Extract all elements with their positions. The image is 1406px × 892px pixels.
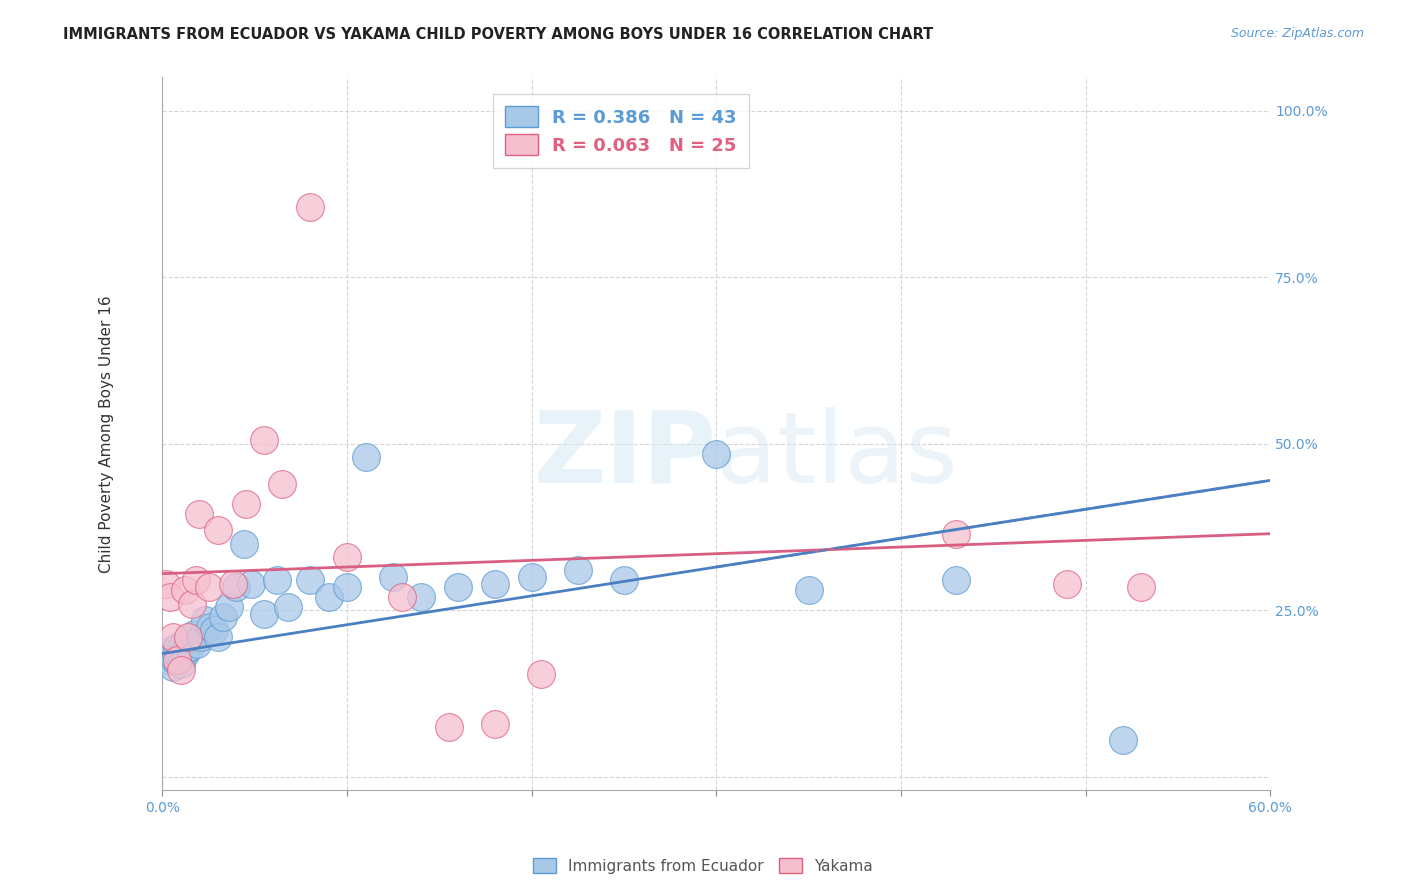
Text: ZIP: ZIP	[533, 407, 716, 504]
Point	[166, 640, 188, 654]
Point	[253, 607, 276, 621]
Point	[166, 653, 188, 667]
Text: atlas: atlas	[716, 407, 957, 504]
Point	[200, 620, 222, 634]
Point	[484, 576, 506, 591]
Point	[1111, 733, 1133, 747]
Point	[336, 549, 359, 564]
Point	[176, 643, 198, 657]
Point	[194, 613, 217, 627]
Point	[155, 653, 177, 667]
Point	[155, 576, 177, 591]
Point	[266, 574, 288, 588]
Point	[170, 663, 193, 677]
Point	[202, 624, 225, 638]
Point	[212, 610, 235, 624]
Point	[183, 626, 205, 640]
Point	[181, 597, 204, 611]
Point	[173, 647, 195, 661]
Point	[184, 574, 207, 588]
Legend: Immigrants from Ecuador, Yakama: Immigrants from Ecuador, Yakama	[527, 852, 879, 880]
Point	[177, 633, 200, 648]
Point	[354, 450, 377, 464]
Point	[437, 720, 460, 734]
Point	[447, 580, 470, 594]
Point	[318, 590, 340, 604]
Point	[221, 576, 243, 591]
Point	[253, 434, 276, 448]
Point	[177, 630, 200, 644]
Point	[218, 599, 240, 614]
Point	[299, 200, 322, 214]
Point	[159, 647, 181, 661]
Legend: R = 0.386   N = 43, R = 0.063   N = 25: R = 0.386 N = 43, R = 0.063 N = 25	[492, 94, 749, 168]
Point	[409, 590, 432, 604]
Point	[391, 590, 413, 604]
Point	[945, 526, 967, 541]
Point	[160, 643, 183, 657]
Point	[225, 580, 247, 594]
Point	[797, 583, 820, 598]
Point	[162, 660, 184, 674]
Point	[484, 716, 506, 731]
Y-axis label: Child Poverty Among Boys Under 16: Child Poverty Among Boys Under 16	[100, 295, 114, 573]
Point	[179, 640, 201, 654]
Point	[197, 580, 219, 594]
Point	[613, 574, 636, 588]
Point	[172, 637, 194, 651]
Point	[207, 524, 229, 538]
Point	[382, 570, 405, 584]
Point	[190, 630, 212, 644]
Point	[232, 537, 254, 551]
Point	[1056, 576, 1078, 591]
Point	[336, 580, 359, 594]
Point	[235, 497, 257, 511]
Text: IMMIGRANTS FROM ECUADOR VS YAKAMA CHILD POVERTY AMONG BOYS UNDER 16 CORRELATION : IMMIGRANTS FROM ECUADOR VS YAKAMA CHILD …	[63, 27, 934, 42]
Point	[299, 574, 322, 588]
Point	[530, 666, 553, 681]
Point	[520, 570, 543, 584]
Point	[162, 630, 184, 644]
Point	[173, 583, 195, 598]
Point	[271, 476, 294, 491]
Point	[277, 599, 299, 614]
Point	[945, 574, 967, 588]
Point	[1130, 580, 1153, 594]
Point	[240, 576, 263, 591]
Point	[207, 630, 229, 644]
Point	[159, 590, 181, 604]
Point	[186, 637, 208, 651]
Point	[165, 653, 187, 667]
Point	[188, 507, 211, 521]
Text: Source: ZipAtlas.com: Source: ZipAtlas.com	[1230, 27, 1364, 40]
Point	[167, 649, 190, 664]
Point	[170, 657, 193, 671]
Point	[567, 563, 589, 577]
Point	[704, 447, 727, 461]
